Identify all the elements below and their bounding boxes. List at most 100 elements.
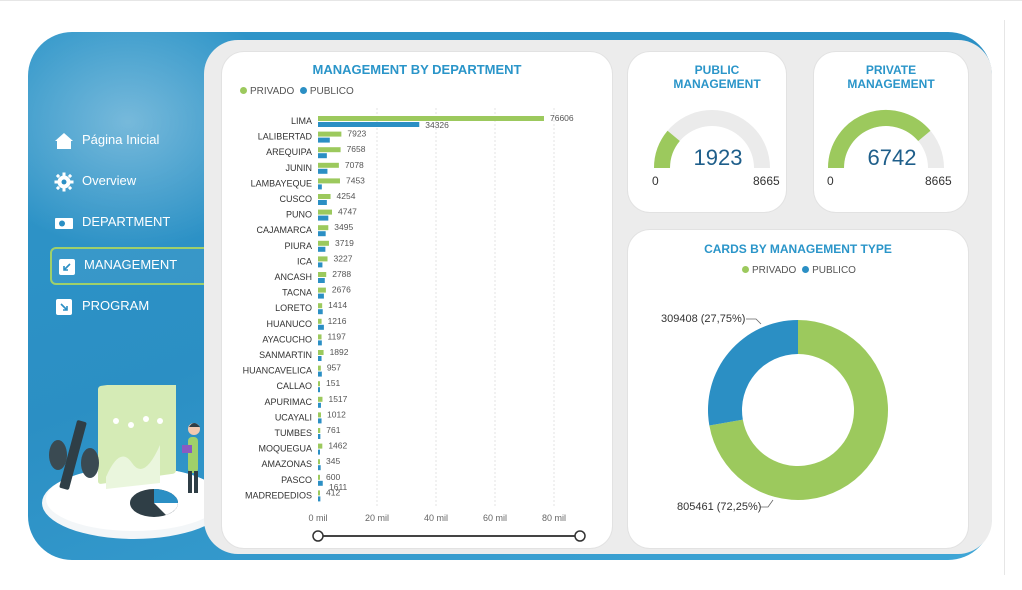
donut-legend-publico-dot <box>802 266 810 273</box>
category-label: PUNO <box>286 210 312 220</box>
donut-legend: PRIVADO PUBLICO <box>742 265 856 276</box>
arrow-down-right-icon <box>56 299 72 315</box>
bar-value-label: 4747 <box>338 207 357 217</box>
nav-item-overview[interactable]: Overview <box>50 163 214 201</box>
category-label: AMAZONAS <box>261 459 312 469</box>
bar-publico <box>318 340 322 346</box>
bar-value-label: 1216 <box>328 316 347 326</box>
category-label: CALLAO <box>276 381 312 391</box>
bar-privado <box>318 459 320 465</box>
camera-icon <box>55 218 73 229</box>
bar-publico <box>318 200 327 205</box>
bar-privado <box>318 428 321 433</box>
category-label: LIMA <box>291 116 312 126</box>
category-label: ANCASH <box>274 272 312 282</box>
bar-value-label: 1892 <box>330 347 349 357</box>
bar-publico <box>318 262 323 268</box>
bar-value-label: 412 <box>326 487 340 497</box>
bar-privado <box>318 303 323 309</box>
bar-privado <box>318 318 322 324</box>
bar-privado <box>318 287 326 293</box>
bar-privado <box>318 209 333 215</box>
bar-value-label: 761 <box>326 425 340 435</box>
private-gauge-max: 8665 <box>925 174 952 188</box>
bar-publico <box>318 278 325 283</box>
donut-slice-privado <box>709 320 888 500</box>
category-label: CAJAMARCA <box>256 225 312 235</box>
bar-publico <box>318 137 330 143</box>
category-label: MOQUEGUA <box>258 444 312 454</box>
private-gauge-title: PRIVATE MANAGEMENT <box>814 63 968 91</box>
private-gauge-title-line1: PRIVATE <box>865 63 917 77</box>
dept-bar-chart: 0 mil 20 mil 40 mil 60 mil 80 mil LIMA 76606 34… <box>243 108 586 542</box>
bar-value-label: 1462 <box>328 441 347 451</box>
category-label: TUMBES <box>274 428 312 438</box>
bar-privado <box>318 474 320 480</box>
bar-value-label: 957 <box>327 363 341 373</box>
category-label: AREQUIPA <box>266 147 312 157</box>
bar-value-label: 4254 <box>337 191 356 201</box>
nav-item-program[interactable]: PROGRAM <box>50 288 214 326</box>
nav-item-management[interactable]: MANAGEMENT <box>50 247 214 285</box>
legend-privado-dot <box>240 87 247 94</box>
private-gauge <box>828 110 944 169</box>
nav-item-home[interactable]: Página Inicial <box>50 122 214 160</box>
bar-value-label: 2676 <box>332 285 351 295</box>
bar-privado <box>318 116 544 121</box>
private-gauge-card <box>814 52 968 212</box>
bar-publico <box>318 480 323 486</box>
dept-chart-card <box>222 52 612 548</box>
gear-icon <box>54 172 74 192</box>
bar-privado <box>318 225 329 231</box>
bar-publico <box>318 371 322 377</box>
nav-item-department[interactable]: DEPARTMENT <box>50 204 214 242</box>
public-gauge <box>654 110 770 169</box>
bar-value-label: 7923 <box>347 129 366 139</box>
category-label: LAMBAYEQUE <box>251 178 312 188</box>
bar-privado <box>318 162 339 168</box>
home-icon <box>55 133 73 149</box>
bar-publico <box>318 418 322 424</box>
bar-value-label: 3227 <box>334 253 353 263</box>
public-gauge-title-line2: MANAGEMENT <box>673 77 761 91</box>
bar-privado <box>318 490 320 496</box>
nav-label-home: Página Inicial <box>82 132 160 147</box>
category-label: HUANUCO <box>266 319 312 329</box>
bar-value-label: 3495 <box>334 222 353 232</box>
category-label: AYACUCHO <box>262 334 312 344</box>
bar-value-label: 1197 <box>328 331 347 341</box>
bar-value-label: 7078 <box>345 160 364 170</box>
nav-label-program: PROGRAM <box>82 298 150 313</box>
bar-privado <box>318 194 331 199</box>
range-slider-start-handle[interactable] <box>312 530 324 542</box>
leader-line-publico <box>746 318 762 325</box>
bar-publico <box>318 153 327 159</box>
bar-value-label: 7658 <box>347 144 366 154</box>
donut-legend-privado-dot <box>742 266 749 273</box>
bar-privado <box>318 272 327 277</box>
category-label: SANMARTIN <box>259 350 312 360</box>
legend-privado: PRIVADO <box>250 86 295 97</box>
category-label: ICA <box>297 256 312 266</box>
nav-label-overview: Overview <box>82 173 137 188</box>
donut-title: CARDS BY MANAGEMENT TYPE <box>704 242 892 256</box>
category-label: TACNA <box>282 288 312 298</box>
bar-publico <box>318 449 320 455</box>
category-label: HUANCAVELICA <box>243 366 312 376</box>
bar-value-label: 1517 <box>328 394 347 404</box>
bar-privado <box>318 381 320 387</box>
leader-line-privado <box>760 499 774 508</box>
bar-value-label: 34326 <box>425 120 449 130</box>
category-label: JUNIN <box>286 163 313 173</box>
nav-label-management: MANAGEMENT <box>84 257 178 272</box>
bar-publico <box>318 122 420 127</box>
bar-privado <box>318 412 321 418</box>
public-gauge-title-line1: PUBLIC <box>694 63 740 77</box>
bar-publico <box>318 402 321 408</box>
range-slider-end-handle[interactable] <box>574 530 586 542</box>
bar-privado <box>318 256 328 262</box>
bar-privado <box>318 396 323 402</box>
dept-chart-title: MANAGEMENT BY DEPARTMENT <box>312 62 522 77</box>
donut-legend-publico: PUBLICO <box>812 265 856 276</box>
bar-publico <box>318 309 323 315</box>
